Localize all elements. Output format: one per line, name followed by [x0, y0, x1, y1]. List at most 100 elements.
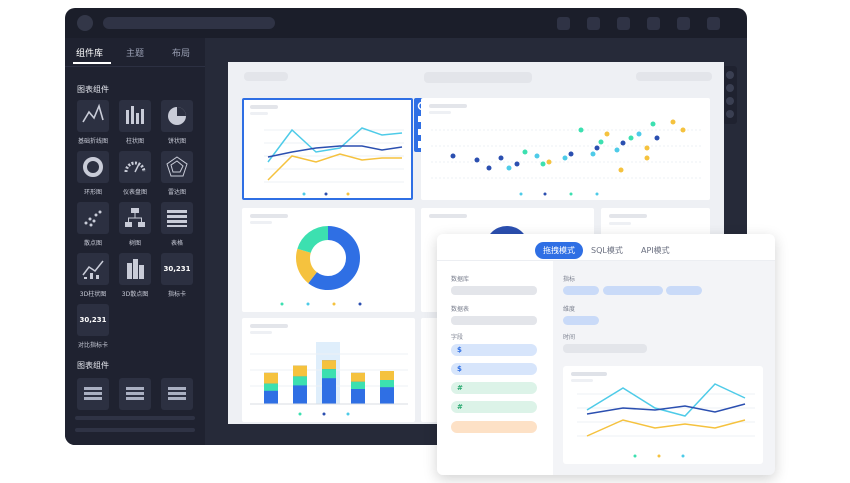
sidebar-tab[interactable]: 布局: [172, 49, 191, 59]
component-label: 柱状图: [125, 138, 144, 145]
field-label: 字段: [451, 334, 464, 341]
component-item[interactable]: 散点图: [73, 202, 113, 247]
divider: [65, 66, 205, 67]
icon-glyph: [167, 210, 187, 227]
icon-glyph: [124, 161, 146, 173]
panel-header: [437, 234, 775, 261]
logo: [77, 15, 93, 31]
component-item[interactable]: 基础折线图: [73, 100, 113, 145]
mini-scatter: [429, 104, 701, 196]
decor-bar: [293, 365, 307, 377]
field-label: 数据库: [451, 276, 470, 283]
component-label: 3D柱状图: [79, 291, 107, 298]
placeholder: [636, 72, 712, 81]
icon-glyph: [82, 260, 104, 279]
icon-glyph: [125, 208, 145, 227]
decor-bar: [264, 383, 278, 391]
component-icon: [77, 151, 109, 183]
right-tools: [723, 66, 737, 124]
component-item[interactable]: 环形图: [73, 151, 113, 196]
component-label: 对比指标卡: [77, 342, 108, 349]
drop-chip[interactable]: [603, 286, 663, 295]
component-icon: [77, 253, 109, 285]
component-icon: [161, 100, 193, 132]
component-item[interactable]: 仪表盘图: [115, 151, 155, 196]
icon-glyph: [82, 103, 104, 123]
sidebar: 组件库 主题 布局 图表组件 图表组件 基础折线图 柱状图 饼状图 环形图 仪表盘图 雷达…: [65, 38, 205, 445]
line-chart-card[interactable]: [242, 98, 413, 200]
mode-tab[interactable]: SQL模式: [591, 246, 623, 255]
field-label: 指标: [563, 276, 576, 283]
component-icon: [77, 100, 109, 132]
preview-line-chart: [571, 372, 755, 458]
decor-bar: [322, 360, 336, 370]
sidebar-tab[interactable]: 主题: [126, 49, 145, 59]
field-chip[interactable]: #: [451, 401, 537, 413]
component-icon: [119, 100, 151, 132]
component-item[interactable]: 柱状图: [115, 100, 155, 145]
component-icon: [77, 202, 109, 234]
select[interactable]: [451, 316, 537, 325]
field-label: 时间: [563, 334, 576, 341]
decor-bar: [380, 380, 394, 388]
component-item[interactable]: 3D散点图: [115, 253, 155, 298]
decor-bar: [351, 372, 365, 382]
scroll-placeholder: [75, 416, 195, 420]
scatter-card: [421, 98, 710, 200]
decor-bar: [380, 371, 394, 380]
donut-card: [242, 208, 415, 312]
component-icon: [161, 151, 193, 183]
component-icon: [119, 202, 151, 234]
mini-bar-chart: [250, 324, 408, 416]
mode-tab[interactable]: 拖拽模式: [535, 242, 583, 259]
icon-text: 30,231: [79, 316, 107, 324]
icon-glyph: [126, 106, 144, 124]
icon-text: 30,231: [163, 265, 191, 273]
decor-bar: [293, 376, 307, 386]
field-label: 维度: [563, 306, 576, 313]
select[interactable]: [451, 286, 537, 295]
drop-chip[interactable]: [563, 316, 599, 325]
component-icon: 30,231: [77, 304, 109, 336]
icon-glyph: [83, 157, 103, 177]
component-item[interactable]: 表格: [157, 202, 197, 247]
field-label: 数据表: [451, 306, 470, 313]
bar-chart-card: [242, 318, 415, 422]
mode-tab[interactable]: API模式: [641, 246, 670, 255]
component-item[interactable]: 雷达图: [157, 151, 197, 196]
tab-underline: [73, 62, 111, 64]
component-label: 树图: [128, 240, 141, 247]
drop-zone[interactable]: [563, 344, 647, 353]
field-chip[interactable]: #: [451, 382, 537, 394]
component-label: 基础折线图: [77, 138, 108, 145]
drop-chip[interactable]: [563, 286, 599, 295]
placeholder: [244, 72, 288, 81]
component-item[interactable]: 饼状图: [157, 100, 197, 145]
decor-bar: [264, 372, 278, 384]
component-item[interactable]: 树图: [115, 202, 155, 247]
drop-chip[interactable]: [666, 286, 702, 295]
mini-donut: [250, 214, 362, 306]
component-label: 表格: [170, 240, 183, 247]
component-label: 仪表盘图: [122, 189, 147, 196]
sidebar-tab[interactable]: 组件库: [76, 49, 104, 59]
icon-glyph: [166, 156, 188, 177]
decor-bar: [351, 381, 365, 389]
component-label: 3D散点图: [121, 291, 149, 298]
field-chip[interactable]: [451, 421, 537, 433]
component-item[interactable]: 30,231 指标卡: [157, 253, 197, 298]
component-item[interactable]: 30,231 对比指标卡: [73, 304, 113, 349]
toolbar: [557, 16, 727, 30]
placeholder: [424, 72, 532, 83]
scroll-placeholder: [75, 428, 195, 432]
section-title: 图表组件: [77, 85, 109, 94]
component-icon: 30,231: [161, 253, 193, 285]
field-chip[interactable]: $: [451, 363, 537, 375]
field-chip[interactable]: $: [451, 344, 537, 356]
search-bar[interactable]: [103, 17, 275, 29]
component-icon: [161, 202, 193, 234]
component-item[interactable]: 3D柱状图: [73, 253, 113, 298]
component-label: 雷达图: [167, 189, 186, 196]
